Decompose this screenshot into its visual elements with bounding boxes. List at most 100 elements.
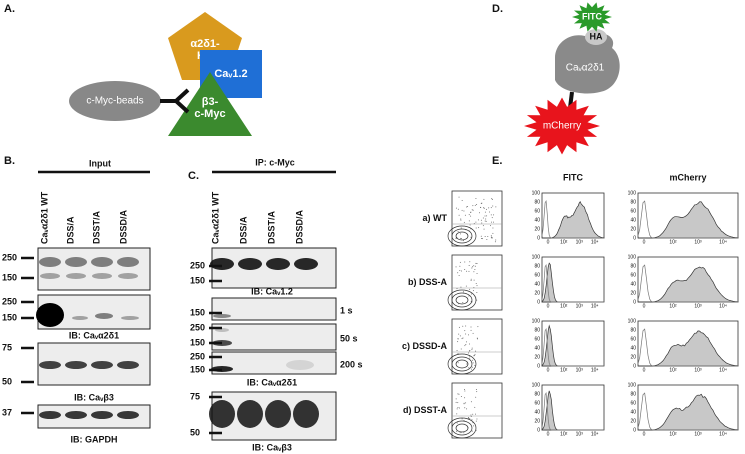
event-dot [472,290,474,292]
cav12-label: Caᵥ1.2 [214,68,247,80]
event-dot [484,236,486,238]
x-tick-label: 0 [643,239,646,245]
event-dot [462,301,464,303]
event-dot [470,280,472,282]
event-dot [471,209,473,211]
event-dot [465,343,467,345]
event-dot [469,350,471,352]
y-tick-label: 0 [633,299,636,305]
event-dot [461,338,463,340]
y-tick-label: 40 [630,281,636,287]
size-marker: 150 [190,275,205,285]
exposure-time: 50 s [340,333,358,343]
y-tick-label: 20 [534,354,540,360]
event-dot [495,239,497,241]
histogram-control [541,392,604,431]
event-dot [455,266,457,268]
event-dot [474,355,476,357]
exposure-time: 1 s [340,305,353,315]
event-dot [466,363,468,365]
density-contour [455,423,469,433]
y-tick-label: 20 [534,290,540,296]
event-dot [457,362,459,364]
event-dot [459,270,461,272]
event-dot [468,220,470,222]
y-tick-label: 40 [630,409,636,415]
event-dot [492,227,494,229]
event-dot [456,408,458,410]
event-dot [466,206,468,208]
blot [211,323,337,351]
y-tick-label: 100 [628,382,637,388]
event-dot [465,402,467,404]
lane-label: DSS/A [65,216,75,244]
event-dot [476,285,478,287]
event-dot [464,397,466,399]
event-dot [463,403,465,405]
y-tick-label: 60 [534,400,540,406]
y-tick-label: 80 [534,263,540,269]
band [293,400,319,428]
event-dot [457,341,459,343]
event-dot [470,293,472,295]
panel-label: E. [492,155,502,167]
event-dot [457,393,459,395]
event-dot [485,220,487,222]
event-dot [456,288,458,290]
size-marker: 150 [190,337,205,347]
event-dot [464,330,466,332]
panel-label: D. [492,3,503,15]
blot-label: IB: Caᵥβ3 [74,392,114,402]
histogram-sample [542,201,605,239]
event-dot [480,235,482,237]
x-tick-label: 0 [547,239,550,245]
event-dot [457,338,459,340]
band [265,400,291,428]
event-dot [473,425,475,427]
event-dot [456,430,458,432]
band [65,411,87,419]
y-tick-label: 20 [534,226,540,232]
event-dot [490,225,492,227]
event-dot [466,408,468,410]
size-marker: 150 [2,272,17,282]
x-tick-label: 10⁴ [591,303,599,309]
event-dot [464,261,466,263]
event-dot [474,353,476,355]
y-tick-label: 100 [628,190,637,196]
x-tick-label: 0 [643,303,646,309]
event-dot [475,221,477,223]
panel-title: IP: c-Myc [255,157,295,167]
event-dot [486,215,488,217]
event-dot [468,367,470,369]
event-dot [465,333,467,335]
event-dot [470,326,472,328]
event-dot [459,233,461,235]
event-dot [460,286,462,288]
lane-label: Caᵥα2δ1 WT [210,191,220,244]
beta3-shape [168,72,252,136]
event-dot [472,266,474,268]
event-dot [468,295,470,297]
protein-shape [555,33,620,94]
y-tick-label: 40 [630,345,636,351]
event-dot [460,227,462,229]
band [39,361,61,369]
y-tick-label: 100 [628,318,637,324]
size-marker: 250 [190,351,205,361]
size-marker: 75 [2,342,12,352]
event-dot [457,231,459,233]
histogram-sample [638,201,739,239]
y-tick-label: 20 [630,226,636,232]
x-tick-label: 10² [669,367,677,373]
x-tick-label: 10³ [694,303,702,309]
y-tick-label: 80 [630,327,636,333]
event-dot [457,402,459,404]
x-tick-label: 10⁴ [719,303,727,309]
event-dot [474,406,476,408]
event-dot [476,337,478,339]
x-tick-label: 10² [669,303,677,309]
event-dot [469,357,471,359]
event-dot [482,238,484,240]
event-dot [488,211,490,213]
